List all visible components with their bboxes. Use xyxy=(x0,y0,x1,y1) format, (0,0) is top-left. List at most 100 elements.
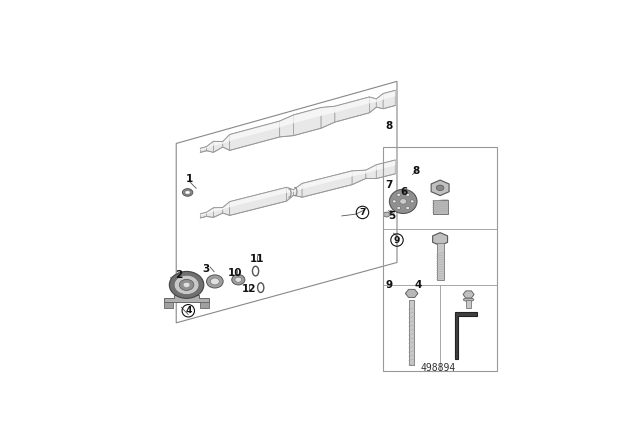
Ellipse shape xyxy=(463,298,474,302)
Polygon shape xyxy=(366,165,376,173)
Polygon shape xyxy=(214,141,223,152)
Polygon shape xyxy=(200,212,207,215)
Polygon shape xyxy=(207,141,214,148)
Polygon shape xyxy=(200,146,207,152)
Polygon shape xyxy=(230,187,287,215)
Text: 11: 11 xyxy=(250,254,264,264)
Bar xyxy=(200,302,209,308)
Text: 4: 4 xyxy=(185,306,191,315)
Ellipse shape xyxy=(182,189,193,196)
Polygon shape xyxy=(335,97,369,122)
Polygon shape xyxy=(369,97,376,103)
Ellipse shape xyxy=(397,193,401,196)
Ellipse shape xyxy=(170,271,204,298)
Polygon shape xyxy=(352,170,366,185)
Bar xyxy=(383,147,497,371)
Polygon shape xyxy=(433,233,447,246)
Polygon shape xyxy=(223,134,230,151)
Text: 7: 7 xyxy=(385,180,393,190)
Polygon shape xyxy=(456,312,477,359)
Ellipse shape xyxy=(406,193,410,196)
Polygon shape xyxy=(280,115,294,127)
Bar xyxy=(409,300,415,365)
Polygon shape xyxy=(207,141,214,152)
Text: 3: 3 xyxy=(202,264,209,274)
Ellipse shape xyxy=(174,275,199,294)
Polygon shape xyxy=(280,115,294,137)
Text: 9: 9 xyxy=(394,236,400,245)
Ellipse shape xyxy=(186,191,189,194)
Polygon shape xyxy=(200,212,207,218)
Ellipse shape xyxy=(211,278,220,285)
Polygon shape xyxy=(230,187,287,207)
Polygon shape xyxy=(335,97,369,112)
Polygon shape xyxy=(463,291,474,298)
Polygon shape xyxy=(223,134,230,144)
Polygon shape xyxy=(287,187,294,201)
Polygon shape xyxy=(302,171,352,189)
Polygon shape xyxy=(383,90,396,109)
Polygon shape xyxy=(294,108,321,136)
Ellipse shape xyxy=(184,190,191,195)
Polygon shape xyxy=(223,202,230,210)
Polygon shape xyxy=(366,165,376,179)
Text: 12: 12 xyxy=(241,284,256,294)
Ellipse shape xyxy=(235,277,242,282)
Polygon shape xyxy=(321,106,335,116)
Text: 5: 5 xyxy=(388,211,396,221)
Ellipse shape xyxy=(392,200,396,203)
Ellipse shape xyxy=(406,207,410,210)
Polygon shape xyxy=(214,207,223,217)
Polygon shape xyxy=(287,187,294,193)
Bar xyxy=(436,243,444,280)
Text: 6: 6 xyxy=(400,187,408,197)
Ellipse shape xyxy=(389,190,417,214)
Text: 498894: 498894 xyxy=(420,363,456,373)
Polygon shape xyxy=(376,160,396,170)
Ellipse shape xyxy=(397,207,401,210)
Polygon shape xyxy=(321,106,335,128)
Text: 1: 1 xyxy=(186,174,193,184)
Text: 7: 7 xyxy=(359,208,365,217)
Polygon shape xyxy=(406,289,418,297)
Ellipse shape xyxy=(183,282,190,288)
Ellipse shape xyxy=(400,198,406,204)
Text: 8: 8 xyxy=(412,166,420,176)
Text: 2: 2 xyxy=(175,270,182,280)
Text: 8: 8 xyxy=(385,121,393,131)
Polygon shape xyxy=(302,171,352,197)
Polygon shape xyxy=(294,183,302,192)
Polygon shape xyxy=(431,180,449,196)
Ellipse shape xyxy=(383,212,390,217)
Bar xyxy=(433,200,448,214)
Polygon shape xyxy=(352,170,366,177)
Polygon shape xyxy=(376,160,396,179)
Polygon shape xyxy=(376,94,383,109)
Polygon shape xyxy=(230,121,280,151)
Ellipse shape xyxy=(389,211,393,213)
Text: 4: 4 xyxy=(415,280,422,290)
Bar xyxy=(466,300,471,308)
Ellipse shape xyxy=(207,275,223,288)
Bar xyxy=(164,302,173,308)
Text: 10: 10 xyxy=(228,268,242,278)
Polygon shape xyxy=(376,94,383,102)
Ellipse shape xyxy=(406,291,417,296)
Polygon shape xyxy=(294,108,321,123)
Polygon shape xyxy=(214,207,223,211)
Ellipse shape xyxy=(179,280,194,290)
Text: 9: 9 xyxy=(385,280,392,290)
Polygon shape xyxy=(200,146,207,150)
Polygon shape xyxy=(207,208,214,214)
Polygon shape xyxy=(369,97,376,113)
Polygon shape xyxy=(230,121,280,141)
Polygon shape xyxy=(294,183,302,197)
Polygon shape xyxy=(214,141,223,146)
Polygon shape xyxy=(223,202,230,215)
Ellipse shape xyxy=(232,275,245,285)
Ellipse shape xyxy=(410,200,414,203)
Polygon shape xyxy=(383,90,396,99)
Polygon shape xyxy=(164,295,209,302)
Ellipse shape xyxy=(436,185,444,190)
Polygon shape xyxy=(207,208,214,217)
